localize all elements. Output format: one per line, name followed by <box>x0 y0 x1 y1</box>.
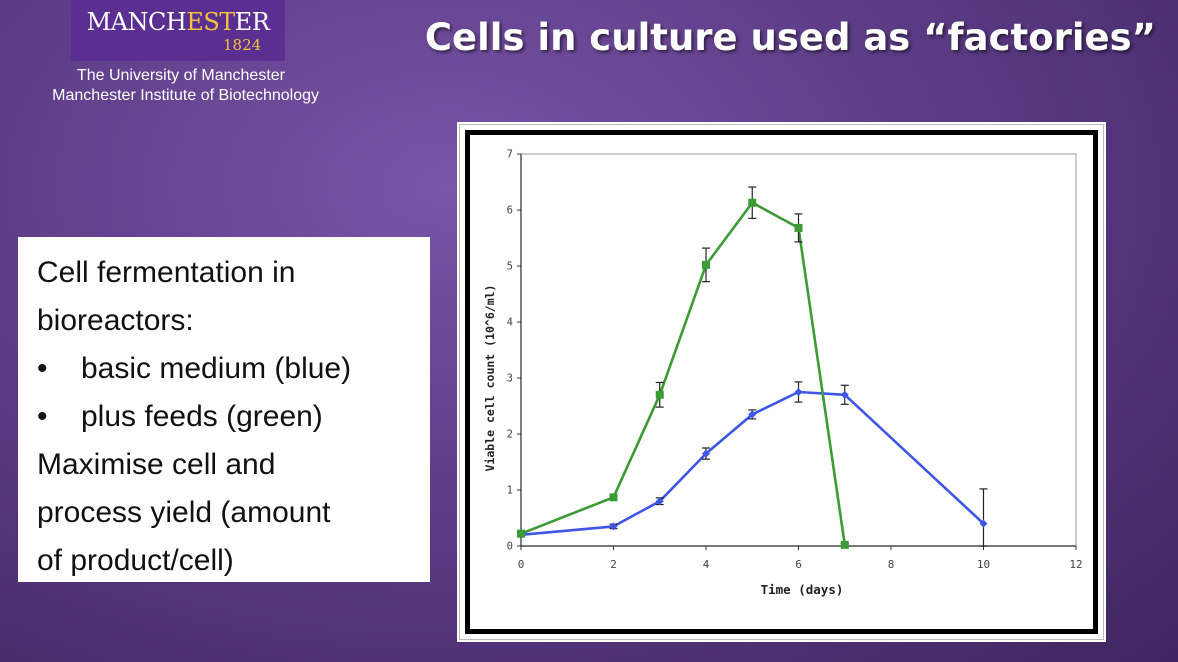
data-point-blue <box>609 522 618 531</box>
data-point-blue <box>702 449 710 458</box>
y-tick-label: 5 <box>507 261 513 273</box>
university-name: The University of Manchester <box>76 67 285 84</box>
text-line: of product/cell) <box>37 544 234 577</box>
y-axis-label: Viable cell count (10^6/ml) <box>483 285 497 472</box>
x-axis-label: Time (days) <box>761 582 844 597</box>
y-tick-label: 7 <box>507 149 513 161</box>
cell-count-chart: Viable cell count (10^6/ml) Time (days) … <box>483 149 1083 598</box>
data-point-green <box>609 493 618 502</box>
y-tick-label: 1 <box>507 485 513 497</box>
logo-year: 1824 <box>223 36 262 54</box>
data-point-green <box>840 540 849 549</box>
data-point-blue <box>748 410 757 419</box>
data-point-green <box>655 390 664 399</box>
description-textbox: Cell fermentation in bioreactors: • basic… <box>18 237 430 582</box>
x-tick-label: 4 <box>703 558 710 571</box>
bullet-text: plus feeds (green) <box>81 400 323 433</box>
y-tick-label: 6 <box>507 205 513 217</box>
x-tick-label: 10 <box>977 558 990 571</box>
plot-area-border <box>520 153 1077 547</box>
y-tick-label: 2 <box>507 429 513 441</box>
data-point-green <box>748 198 757 207</box>
data-point-blue <box>979 519 988 528</box>
chart-border <box>465 130 1098 634</box>
x-tick-label: 2 <box>610 558 617 571</box>
x-tick-label: 12 <box>1069 558 1082 571</box>
text-line: bioreactors: <box>37 304 194 337</box>
text-line: Cell fermentation in <box>37 256 296 289</box>
series-line-blue <box>520 390 985 537</box>
university-logo: MANCHESTER 1824 <box>71 0 285 61</box>
chart-frame: Viable cell count (10^6/ml) Time (days) … <box>457 122 1106 642</box>
institute-name: Manchester Institute of Biotechnology <box>52 87 319 104</box>
x-tick-label: 0 <box>518 558 525 571</box>
slide-title: Cells in culture used as “factories” <box>424 16 1156 59</box>
data-point-blue <box>655 497 664 506</box>
bullet-item: • plus feeds (green) <box>37 393 430 441</box>
y-tick-label: 0 <box>507 541 513 553</box>
text-line: Maximise cell and <box>37 448 276 481</box>
text-line: process yield (amount <box>37 496 331 529</box>
logo-wordmark: MANCHESTER <box>86 8 270 36</box>
x-tick-label: 8 <box>888 558 895 571</box>
data-point-green <box>702 260 710 269</box>
y-tick-label: 3 <box>507 373 513 385</box>
x-tick-label: 6 <box>795 558 802 571</box>
data-point-green <box>517 529 525 538</box>
data-point-blue <box>794 388 803 396</box>
bullet-item: • basic medium (blue) <box>37 345 430 393</box>
data-point-green <box>794 223 803 232</box>
bullet-glyph: • <box>37 400 48 433</box>
data-point-blue <box>840 390 849 399</box>
bullet-text: basic medium (blue) <box>81 352 352 385</box>
bullet-glyph: • <box>37 352 48 385</box>
series-line-green <box>520 201 847 546</box>
y-tick-label: 4 <box>507 317 513 329</box>
